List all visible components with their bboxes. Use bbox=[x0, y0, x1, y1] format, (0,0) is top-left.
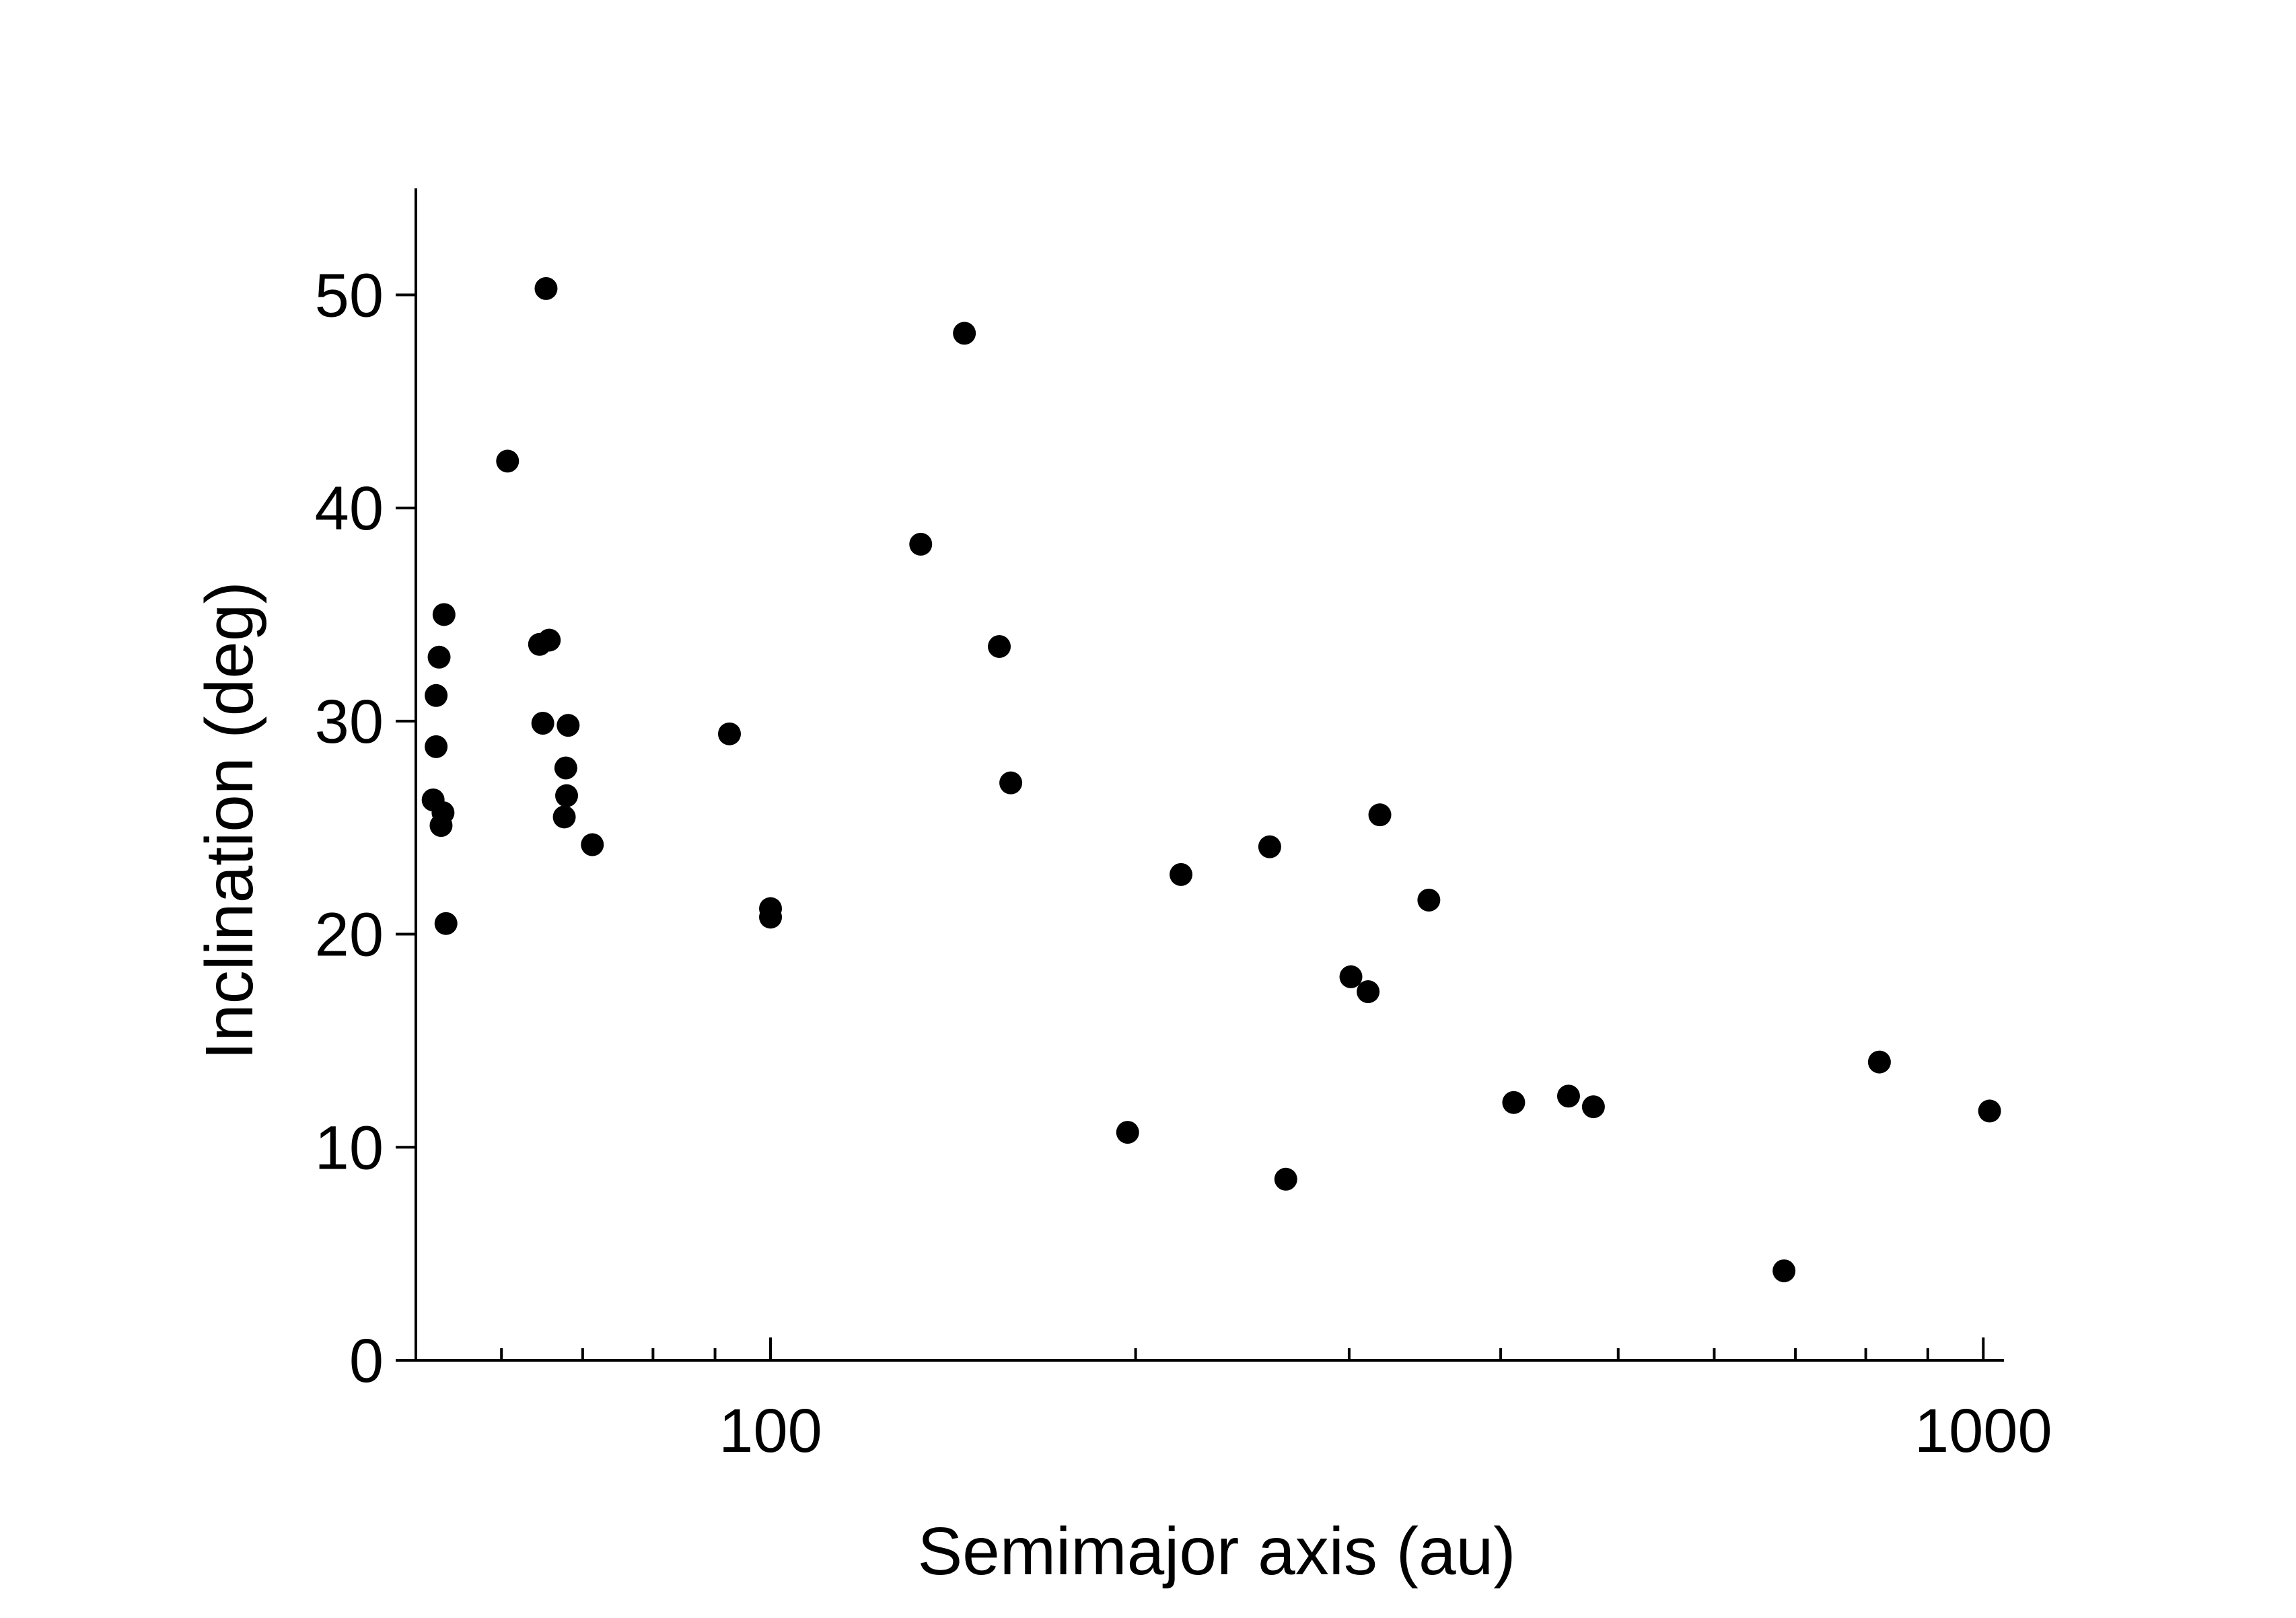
y-tick-label: 50 bbox=[315, 261, 384, 330]
data-point bbox=[534, 277, 558, 300]
data-point bbox=[531, 711, 554, 735]
data-point bbox=[496, 449, 519, 473]
data-point bbox=[552, 805, 576, 829]
data-point bbox=[1556, 1084, 1580, 1108]
y-tick-label: 10 bbox=[315, 1113, 384, 1182]
data-point bbox=[1116, 1121, 1139, 1144]
y-tick-label: 20 bbox=[315, 901, 384, 969]
data-point bbox=[1417, 888, 1441, 912]
data-point bbox=[759, 906, 783, 929]
ticks: 0 10 20 30 40 50 100 1000 bbox=[315, 261, 2052, 1465]
y-tick-label: 0 bbox=[349, 1327, 384, 1395]
data-point bbox=[427, 645, 451, 669]
data-point bbox=[425, 735, 448, 758]
x-tick-label: 100 bbox=[719, 1397, 822, 1465]
data-point bbox=[431, 801, 455, 825]
x-axis-title: Semimajor axis (au) bbox=[917, 1514, 1515, 1589]
data-point bbox=[1170, 862, 1193, 886]
data-point bbox=[999, 771, 1023, 795]
data-point bbox=[554, 756, 577, 780]
data-point bbox=[1502, 1091, 1526, 1114]
data-point bbox=[909, 532, 933, 556]
axes bbox=[396, 188, 2004, 1362]
data-point bbox=[718, 722, 742, 745]
data-point bbox=[1368, 803, 1392, 827]
data-point bbox=[1867, 1050, 1891, 1074]
data-point bbox=[581, 833, 604, 856]
data-point bbox=[1978, 1099, 2001, 1123]
y-tick-label: 40 bbox=[315, 474, 384, 543]
data-point bbox=[1581, 1095, 1605, 1119]
data-point bbox=[953, 322, 976, 345]
data-point bbox=[434, 912, 458, 935]
data-point bbox=[1357, 980, 1380, 1004]
data-point bbox=[557, 714, 580, 737]
data-point bbox=[988, 634, 1011, 658]
data-point bbox=[425, 684, 448, 707]
data-point bbox=[432, 603, 456, 626]
y-axis-title: Inclination (deg) bbox=[192, 581, 267, 1060]
data-point bbox=[555, 784, 579, 807]
data-point bbox=[1772, 1259, 1796, 1282]
data-points bbox=[421, 277, 2001, 1282]
data-point bbox=[1339, 965, 1363, 988]
x-tick-label: 1000 bbox=[1914, 1397, 2052, 1465]
y-tick-label: 30 bbox=[315, 688, 384, 756]
data-point bbox=[1258, 835, 1281, 858]
data-point bbox=[1274, 1167, 1297, 1191]
data-point bbox=[538, 628, 561, 652]
